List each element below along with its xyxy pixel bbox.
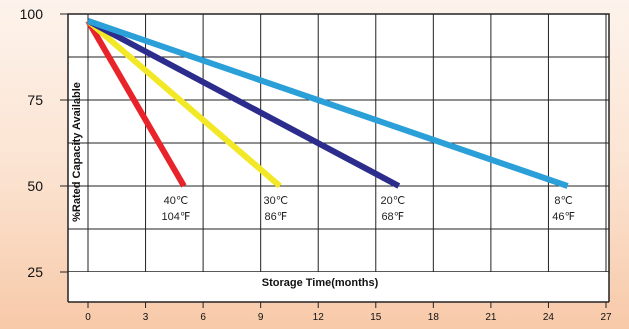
series-line <box>86 18 401 189</box>
series-line <box>85 19 187 188</box>
axes <box>60 13 610 308</box>
x-tick-label: 27 <box>600 312 612 323</box>
series-label: 104℉ <box>162 211 191 223</box>
x-tick-label: 3 <box>143 312 149 323</box>
x-tick-label: 0 <box>85 312 91 323</box>
series-label: 86℉ <box>264 211 287 223</box>
x-tick-label: 18 <box>428 312 440 323</box>
series-lines <box>85 18 569 189</box>
y-axis-label: %Rated Capacity Available <box>71 82 83 222</box>
series-label: 20℃ <box>381 195 406 207</box>
series-label: 68℉ <box>381 211 404 223</box>
x-tick-label: 24 <box>543 312 555 323</box>
x-tick-label: 21 <box>485 312 497 323</box>
y-tick-label: 100 <box>20 6 44 22</box>
x-tick-label: 9 <box>258 312 264 323</box>
x-axis-label: Storage Time(months) <box>262 277 379 289</box>
x-tick-label: 6 <box>200 312 206 323</box>
series-line <box>87 18 569 189</box>
series-label: 40℃ <box>164 195 189 207</box>
series-label: 8℃ <box>554 195 572 207</box>
series-label: 30℃ <box>264 195 289 207</box>
series-annotations: 40℃ 104℉ 30℃ 86℉ 20℃ 68℉ 8℃ 46℉ <box>162 195 575 223</box>
series-label: 46℉ <box>552 211 575 223</box>
x-axis-band <box>68 272 609 302</box>
x-tick-label: 12 <box>313 312 325 323</box>
x-tick-label: 15 <box>370 312 382 323</box>
y-tick-label: 75 <box>27 92 43 108</box>
series-line <box>86 18 282 189</box>
y-tick-labels: 100 75 50 25 <box>20 6 44 280</box>
y-tick-label: 50 <box>27 178 43 194</box>
x-tick-labels: 0 3 6 9 12 15 18 21 24 27 <box>85 312 612 323</box>
y-tick-label: 25 <box>27 264 43 280</box>
